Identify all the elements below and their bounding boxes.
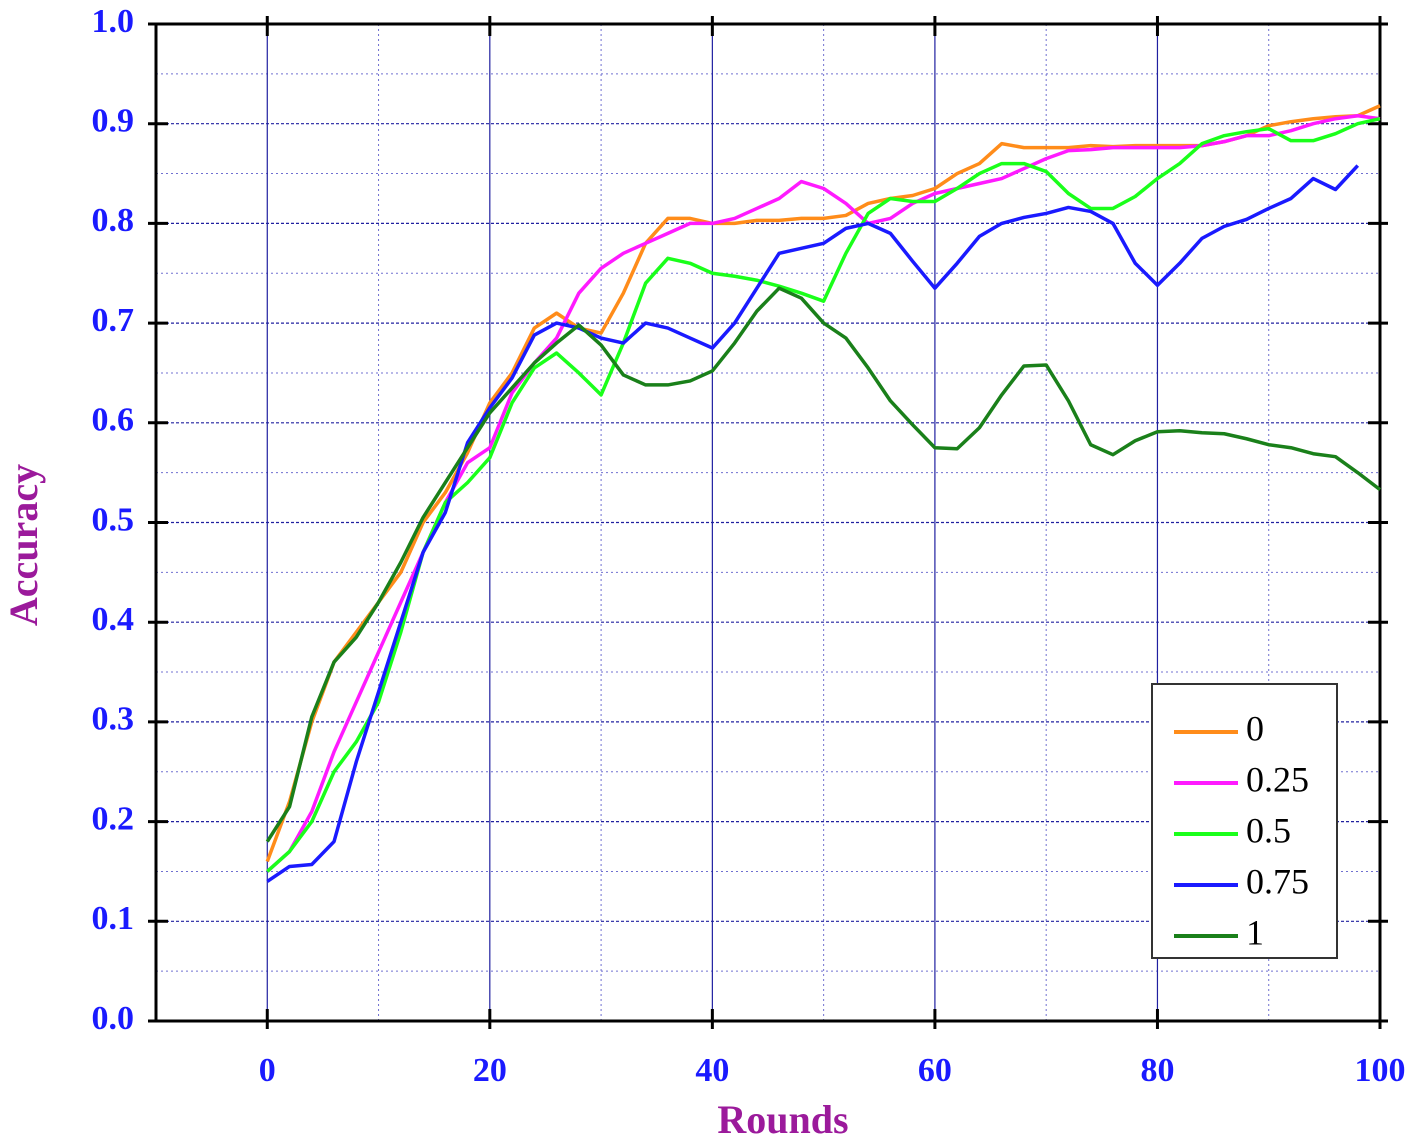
y-tick-label: 0.6 — [92, 402, 135, 439]
y-tick-label: 1.0 — [92, 3, 135, 40]
y-tick-label: 0.7 — [92, 302, 135, 339]
legend: 0 0.25 0.5 0.75 1 — [1151, 683, 1338, 959]
legend-label: 0.75 — [1246, 861, 1309, 901]
x-tick-label: 60 — [918, 1052, 952, 1089]
x-tick-label: 0 — [259, 1052, 276, 1089]
x-axis-label: Rounds — [717, 1097, 848, 1142]
x-tick-label: 40 — [695, 1052, 729, 1089]
y-tick-label: 0.8 — [92, 202, 135, 239]
series-line — [266, 164, 1360, 883]
y-tick-label: 0.1 — [92, 900, 135, 937]
legend-box — [1151, 683, 1338, 959]
x-tick-label: 100 — [1355, 1052, 1406, 1089]
y-tick-label: 0.4 — [92, 601, 135, 638]
legend-label: 0 — [1246, 708, 1264, 748]
legend-label: 0.25 — [1246, 759, 1309, 799]
y-tick-label: 0.2 — [92, 800, 135, 837]
legend-label: 0.5 — [1246, 810, 1291, 850]
series-line — [266, 117, 1381, 873]
x-tick-label: 80 — [1140, 1052, 1174, 1089]
y-tick-label: 0.3 — [92, 701, 135, 738]
y-tick-label: 0.9 — [92, 102, 135, 139]
series-line — [265, 286, 1382, 843]
y-tick-label: 0.0 — [92, 1000, 135, 1037]
plot-frame — [154, 22, 1382, 1023]
x-tick-label: 20 — [473, 1052, 507, 1089]
y-axis-label: Accuracy — [1, 464, 46, 626]
y-tick-label: 0.5 — [92, 501, 135, 538]
legend-label: 1 — [1246, 912, 1264, 952]
